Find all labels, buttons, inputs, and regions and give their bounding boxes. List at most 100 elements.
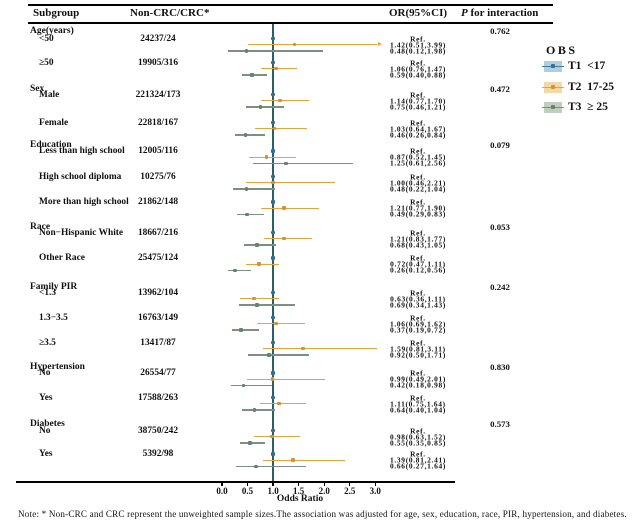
t3-point-estimate [250,73,254,77]
subgroup-label: Other Race [39,253,85,263]
or-ref-text: Ref. [410,338,426,347]
or-ci-text-t2: 1.14(0.77,1.70) [389,96,447,106]
or-ref-text: Ref. [410,288,426,297]
t1-ref-marker [271,428,275,433]
or-ref-text: Ref. [410,172,426,181]
t2-point-estimate [276,401,281,406]
t2-point-estimate [282,236,286,241]
legend-swatch-marker [551,64,555,68]
or-ci-text-t3: 0.46(0.26,0.84) [389,130,447,140]
t2-ci-line [254,128,308,130]
subgroup-label: Non−Hispanic White [39,227,124,238]
or-ci-text-t2: 1.59(0.81,3.11) [390,344,446,354]
or-ci-text-t2: 1.06(0.76,1.47) [389,64,447,74]
t1-ref-marker [271,230,275,235]
or-ci-text-t3: 0.64(0.40,1.04) [389,405,447,415]
t2-ci-line [248,156,297,158]
subgroup-label: More than high school [39,197,129,207]
legend-swatch-marker [551,85,555,89]
legend-item-label: T3 ≥ 25 [568,100,608,113]
or-ci-text-t3: 0.92(0.50,1.71) [389,350,447,360]
sample-size: 19905/316 [137,57,179,68]
footnote: Note: * Non-CRC and CRC represent the un… [18,509,627,519]
x-axis-tick-label: 2.5 [344,485,356,496]
subgroup-label: <1.3 [39,287,57,298]
t3-ci-line [247,354,310,356]
p-interaction-value: 0.053 [490,221,510,232]
x-axis-tick [349,481,351,486]
or-ci-text-t2: 1.03(0.64,1.67) [389,124,447,134]
t3-ci-line [242,409,276,411]
x-axis-tick [298,481,300,486]
sample-size: 38750/242 [137,425,179,436]
t2-ci-line [260,403,306,405]
t2-ci-line [254,436,300,438]
t2-point-estimate [274,66,278,71]
or-ci-text-t3: 0.69(0.34,1.43) [389,300,447,310]
legend-item-label: T1 <17 [568,59,606,72]
or-ref-text: Ref. [410,58,426,67]
or-ci-text-t2: 1.06(0.69,1.62) [389,319,447,329]
col-header-subgroup: Subgroup [33,7,80,19]
t3-point-estimate [241,383,246,388]
subgroup-label: <50 [39,33,54,44]
t2-point-estimate [292,42,297,47]
x-axis-tick [272,481,274,486]
sample-size: 12005/116 [138,146,178,156]
t2-ci-line [257,323,305,325]
sample-size: 5392/98 [142,449,174,459]
t3-point-estimate [255,303,260,307]
sample-size: 17588/263 [137,392,179,403]
t1-ref-marker [271,36,275,41]
t1-ref-marker [271,395,275,400]
legend-item-label: T2 17-25 [568,80,614,93]
t3-ci-line [228,269,251,272]
t3-point-estimate [253,464,258,469]
or-ref-text: Ref. [410,449,426,459]
sample-size: 13417/87 [140,337,176,348]
sample-size: 22818/167 [137,117,179,128]
t3-ci-line [236,213,265,216]
subgroup-label: No [39,425,51,436]
t2-ci-line [261,100,309,102]
t3-point-estimate [267,353,271,357]
category-label: Education [30,139,72,150]
t1-ref-marker [271,174,275,179]
t3-ci-line [253,162,353,165]
subgroup-label: High school diploma [39,171,122,182]
or-ci-text-t2: 0.63(0.36,1.11) [390,294,446,304]
t2-clip-arrow [377,42,382,47]
p-interaction-value: 0.762 [490,25,510,36]
p-interaction-value: 0.079 [490,139,510,150]
t3-point-estimate [239,328,243,332]
category-label: Family PIR [30,281,78,292]
x-axis-tick [221,481,223,486]
category-label: Hypertension [30,362,85,372]
or-ci-text-t3: 0.75(0.46,1.21) [389,102,447,112]
t3-point-estimate [258,105,263,109]
or-ci-text-t3: 0.59(0.40,0.88) [389,70,447,80]
or-ref-text: Ref. [410,34,426,43]
or-ci-text-t2: 0.87(0.52,1.45) [389,152,447,162]
or-ci-text-t3: 0.55(0.35,0.85) [389,438,447,448]
t3-ci-line [245,106,284,108]
or-ref-text: Ref. [410,393,426,402]
or-ref-text: Ref. [410,146,426,156]
t3-ci-line [239,304,296,306]
t1-ref-marker [271,452,275,456]
t2-point-estimate [256,262,261,266]
t2-point-estimate [271,180,275,185]
t2-ci-line [240,298,279,300]
or-ci-text-t2: 0.98(0.63,1.52) [389,432,447,442]
subgroup-label: Yes [39,392,53,403]
x-axis-title: Odds Ratio [276,494,324,504]
or-ci-text-t3: 0.48(0.12,1.98) [389,46,447,56]
t3-point-estimate [244,49,249,53]
x-axis-tick-label: 0.0 [216,485,228,496]
sample-size: 26554/77 [140,368,176,378]
t3-point-estimate [252,408,257,412]
legend-swatch-t3 [542,101,564,113]
p-italic: P [461,7,468,19]
legend-swatch-t2 [542,81,564,93]
or-ci-text-t3: 0.26(0.12,0.56) [389,265,447,275]
